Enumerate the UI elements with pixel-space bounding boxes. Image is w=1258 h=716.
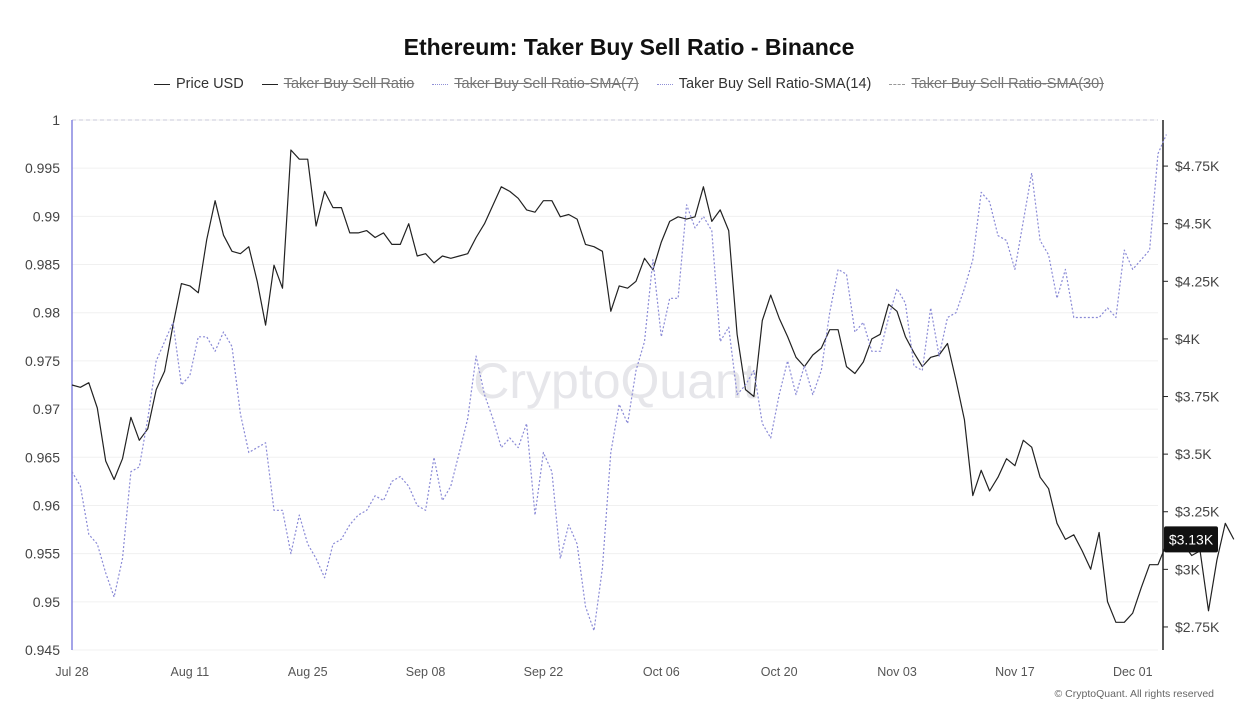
- chart-legend: Price USD Taker Buy Sell Ratio Taker Buy…: [0, 76, 1258, 92]
- y-right-tick-label: $4K: [1175, 331, 1201, 347]
- y-left-tick-label: 0.945: [25, 642, 60, 658]
- dotted-line-icon: [656, 83, 673, 85]
- x-tick-label: Oct 06: [643, 665, 680, 679]
- y-left-tick-label: 0.95: [33, 594, 60, 610]
- current-price-badge: [1164, 526, 1218, 553]
- y-left-tick-label: 0.985: [25, 257, 60, 273]
- x-tick-label: Dec 01: [1113, 665, 1153, 679]
- x-tick-label: Nov 17: [995, 665, 1035, 679]
- x-tick-label: Sep 22: [524, 665, 564, 679]
- y-left-tick-label: 0.98: [33, 305, 60, 321]
- legend-item-price-usd[interactable]: Price USD: [154, 76, 244, 92]
- chart-title: Ethereum: Taker Buy Sell Ratio - Binance: [403, 34, 855, 60]
- y-right-tick-label: $3.5K: [1175, 446, 1212, 462]
- legend-label: Taker Buy Sell Ratio: [283, 76, 415, 92]
- y-left-tick-label: 0.965: [25, 449, 60, 465]
- legend-item-sma14[interactable]: Taker Buy Sell Ratio-SMA(14): [656, 76, 872, 92]
- legend-label: Taker Buy Sell Ratio-SMA(7): [454, 76, 639, 92]
- y-right-tick-label: $2.75K: [1175, 619, 1220, 635]
- x-tick-label: Aug 11: [171, 665, 210, 679]
- legend-item-taker-ratio[interactable]: Taker Buy Sell Ratio: [261, 76, 415, 92]
- y-left-tick-label: 0.975: [25, 353, 60, 369]
- y-left-tick-label: 1: [52, 112, 60, 128]
- solid-line-icon: [261, 83, 278, 85]
- y-left-tick-label: 0.96: [33, 497, 60, 513]
- y-left-tick-label: 0.99: [33, 208, 60, 224]
- y-right-tick-label: $3.75K: [1175, 389, 1220, 405]
- watermark: CryptoQuant: [473, 353, 757, 409]
- y-right-tick-label: $3K: [1175, 561, 1201, 577]
- current-price-label: $3.13K: [1169, 531, 1214, 547]
- sma14-line: [71, 134, 1167, 632]
- y-right-tick-label: $4.25K: [1175, 273, 1220, 289]
- dashed-line-icon: [889, 83, 906, 85]
- legend-item-sma30[interactable]: Taker Buy Sell Ratio-SMA(30): [889, 76, 1104, 92]
- x-tick-label: Oct 20: [761, 665, 798, 679]
- y-right-tick-label: $4.75K: [1175, 158, 1220, 174]
- y-right-tick-label: $4.5K: [1175, 216, 1212, 232]
- legend-label: Taker Buy Sell Ratio-SMA(14): [678, 76, 872, 92]
- x-tick-label: Aug 25: [288, 665, 328, 679]
- x-tick-label: Jul 28: [55, 665, 88, 679]
- legend-label: Taker Buy Sell Ratio-SMA(30): [911, 76, 1104, 92]
- y-left-tick-label: 0.955: [25, 546, 60, 562]
- solid-line-icon: [154, 83, 171, 85]
- x-tick-label: Nov 03: [877, 665, 917, 679]
- y-left-tick-label: 0.97: [33, 401, 60, 417]
- copyright-notice: © CryptoQuant. All rights reserved: [1054, 688, 1214, 700]
- price-usd-line: [71, 149, 1235, 623]
- y-right-tick-label: $3.25K: [1175, 504, 1220, 520]
- x-tick-label: Sep 08: [406, 665, 446, 679]
- legend-item-sma7[interactable]: Taker Buy Sell Ratio-SMA(7): [432, 76, 639, 92]
- y-left-tick-label: 0.995: [25, 160, 60, 176]
- dotted-line-icon: [432, 83, 449, 85]
- legend-label: Price USD: [176, 76, 244, 92]
